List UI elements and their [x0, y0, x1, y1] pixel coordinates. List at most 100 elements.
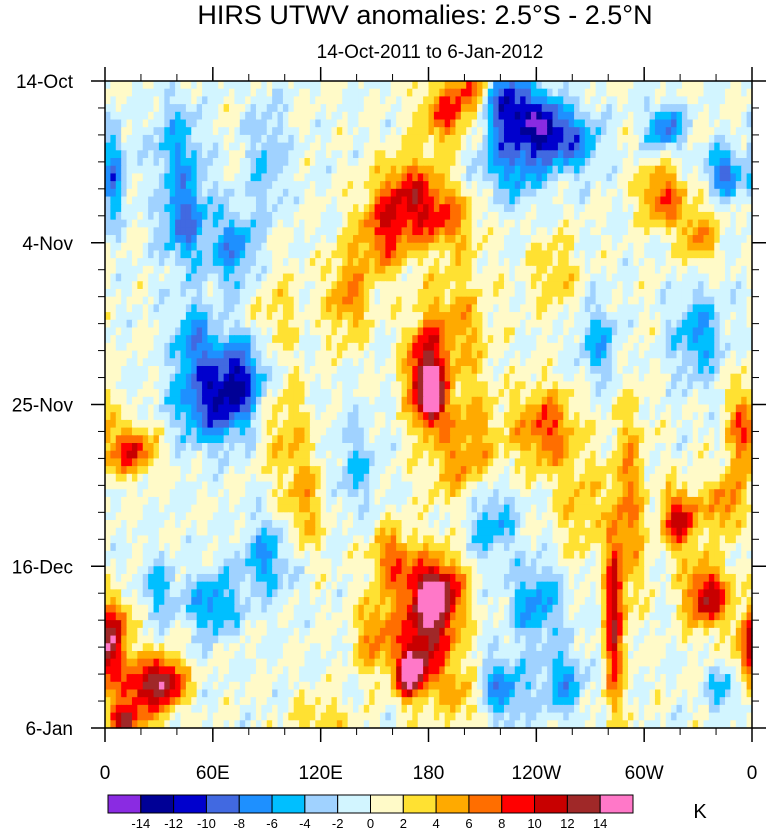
- field-cell: [293, 350, 300, 359]
- field-cell: [584, 312, 591, 321]
- field-cell: [692, 273, 699, 282]
- field-cell: [180, 304, 187, 313]
- field-cell: [175, 211, 182, 221]
- field-cell: [180, 142, 187, 151]
- field-cell: [261, 111, 268, 121]
- field-cell: [175, 204, 182, 213]
- field-cell: [552, 196, 559, 205]
- field-cell: [455, 319, 462, 329]
- field-cell: [746, 242, 753, 252]
- field-cell: [552, 296, 559, 305]
- field-cell: [568, 304, 575, 313]
- field-cell: [164, 158, 171, 167]
- field-cell: [379, 288, 386, 298]
- field-cell: [423, 96, 430, 105]
- field-cell: [239, 196, 246, 205]
- field-cell: [525, 381, 532, 390]
- field-cell: [266, 381, 273, 390]
- field-cell: [428, 288, 435, 298]
- field-cell: [185, 81, 192, 90]
- field-cell: [423, 142, 430, 151]
- field-cell: [654, 381, 661, 390]
- field-cell: [574, 211, 581, 221]
- field-cell: [266, 327, 273, 336]
- field-cell: [698, 365, 705, 375]
- field-cell: [493, 150, 500, 159]
- field-cell: [735, 181, 742, 190]
- field-cell: [503, 242, 510, 252]
- field-cell: [714, 389, 721, 398]
- field-cell: [277, 219, 284, 228]
- field-cell: [169, 396, 176, 406]
- field-cell: [185, 196, 192, 205]
- field-cell: [730, 235, 737, 244]
- field-cell: [369, 396, 376, 406]
- field-cell: [326, 173, 333, 182]
- field-cell: [450, 142, 457, 151]
- field-cell: [401, 288, 408, 298]
- field-cell: [105, 288, 111, 298]
- field-cell: [525, 196, 532, 205]
- field-cell: [557, 134, 564, 144]
- field-cell: [574, 250, 581, 259]
- field-cell: [353, 158, 360, 167]
- field-cell: [342, 142, 349, 151]
- field-cell: [169, 111, 176, 121]
- field-cell: [525, 304, 532, 313]
- field-cell: [633, 288, 640, 298]
- field-cell: [547, 81, 554, 90]
- field-cell: [622, 288, 629, 298]
- field-cell: [638, 111, 645, 121]
- field-cell: [401, 381, 408, 390]
- field-cell: [196, 127, 203, 136]
- field-cell: [525, 365, 532, 375]
- field-cell: [218, 150, 225, 159]
- field-cell: [175, 396, 182, 406]
- field-cell: [137, 127, 144, 136]
- field-cell: [611, 389, 618, 398]
- field-cell: [730, 165, 737, 175]
- field-cell: [735, 250, 742, 259]
- field-cell: [525, 96, 532, 105]
- field-cell: [536, 111, 543, 121]
- field-cell: [477, 273, 484, 282]
- field-cell: [466, 381, 473, 390]
- field-cell: [417, 281, 424, 290]
- field-cell: [741, 81, 748, 90]
- field-cell: [482, 242, 489, 252]
- field-cell: [175, 250, 182, 259]
- field-cell: [514, 365, 521, 375]
- field-cell: [741, 258, 748, 267]
- field-cell: [358, 196, 365, 205]
- field-cell: [417, 242, 424, 252]
- field-cell: [363, 219, 370, 228]
- field-cell: [719, 127, 726, 136]
- field-cell: [105, 165, 111, 175]
- field-cell: [374, 134, 381, 144]
- field-cell: [417, 119, 424, 128]
- field-cell: [719, 342, 726, 352]
- field-cell: [601, 281, 608, 290]
- field-cell: [676, 273, 683, 282]
- field-cell: [153, 389, 160, 398]
- field-cell: [406, 173, 413, 182]
- field-cell: [191, 188, 198, 198]
- field-cell: [158, 335, 165, 344]
- field-cell: [649, 165, 656, 175]
- field-cell: [396, 204, 403, 213]
- field-cell: [714, 342, 721, 352]
- field-cell: [633, 127, 640, 136]
- field-cell: [665, 111, 672, 121]
- field-cell: [406, 196, 413, 205]
- field-cell: [175, 188, 182, 198]
- field-cell: [741, 150, 748, 159]
- field-cell: [557, 227, 564, 236]
- field-cell: [212, 173, 219, 182]
- field-cell: [234, 273, 241, 282]
- field-cell: [142, 304, 149, 313]
- field-cell: [412, 150, 419, 159]
- field-cell: [374, 258, 381, 267]
- field-cell: [148, 127, 155, 136]
- field-cell: [746, 150, 753, 159]
- field-cell: [423, 235, 430, 244]
